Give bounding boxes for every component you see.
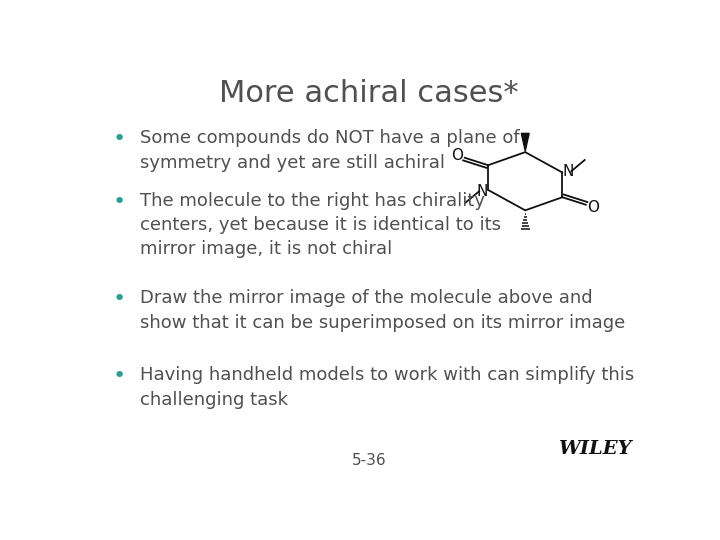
Text: The molecule to the right has chirality
centers, yet because it is identical to : The molecule to the right has chirality … <box>140 192 501 258</box>
Text: •: • <box>112 129 125 149</box>
Text: •: • <box>112 289 125 309</box>
Text: Some compounds do NOT have a plane of
symmetry and yet are still achiral: Some compounds do NOT have a plane of sy… <box>140 129 520 172</box>
Text: N: N <box>562 164 574 179</box>
Text: WILEY: WILEY <box>558 440 631 458</box>
Text: N: N <box>477 184 488 199</box>
Polygon shape <box>521 133 529 151</box>
Text: •: • <box>112 366 125 386</box>
Text: More achiral cases*: More achiral cases* <box>219 79 519 109</box>
Text: O: O <box>587 200 599 215</box>
Text: Draw the mirror image of the molecule above and
show that it can be superimposed: Draw the mirror image of the molecule ab… <box>140 289 626 332</box>
Text: 5-36: 5-36 <box>351 453 387 468</box>
Text: Having handheld models to work with can simplify this
challenging task: Having handheld models to work with can … <box>140 366 634 409</box>
Text: O: O <box>451 148 464 163</box>
Text: •: • <box>112 192 125 212</box>
